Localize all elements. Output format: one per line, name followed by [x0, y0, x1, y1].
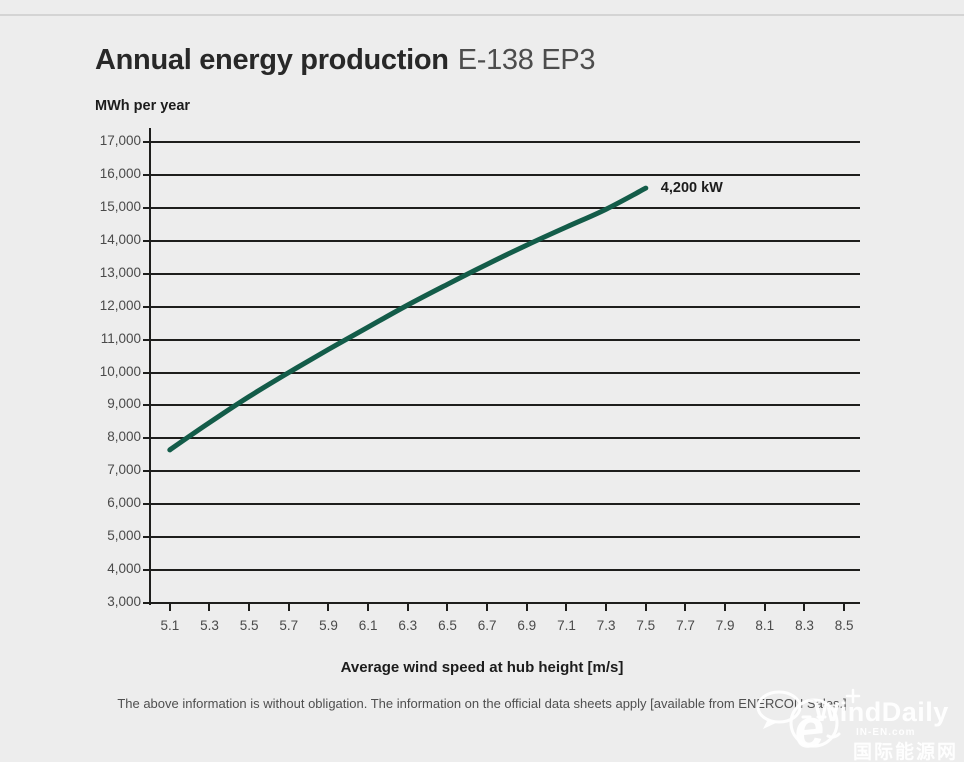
y-axis-label: 6,000 — [107, 495, 141, 511]
y-axis-tick — [143, 338, 150, 341]
watermark-brand: WindDaily — [814, 697, 949, 727]
chart-title: Annual energy production E-138 EP3 — [95, 44, 596, 77]
x-axis-label: 5.3 — [200, 618, 219, 633]
gridline — [150, 569, 860, 572]
x-axis-tick — [605, 603, 608, 611]
gridline — [150, 239, 860, 242]
x-axis-title: Average wind speed at hub height [m/s] — [340, 659, 624, 676]
y-axis-tick — [143, 239, 150, 242]
gridline — [150, 371, 860, 374]
y-axis-label: 14,000 — [99, 231, 141, 247]
x-axis-tick — [644, 603, 647, 611]
x-axis-label: 6.1 — [358, 618, 378, 633]
x-axis-tick — [367, 603, 370, 611]
y-axis-label: 8,000 — [107, 429, 141, 445]
footnote: The above information is without obligat… — [117, 696, 847, 711]
x-axis-label: 5.1 — [160, 618, 180, 633]
x-axis-tick — [486, 603, 489, 611]
y-axis-tick — [143, 272, 150, 275]
gridline — [150, 272, 860, 275]
x-axis-label: 7.5 — [636, 618, 656, 633]
x-axis-tick — [327, 603, 330, 611]
x-axis-label: 7.9 — [715, 618, 735, 633]
gridline — [150, 503, 860, 506]
chart-title-model: E-138 EP3 — [457, 44, 596, 76]
x-axis-label: 7.3 — [596, 618, 616, 633]
gridline — [150, 141, 860, 143]
x-axis-label: 6.7 — [477, 618, 497, 633]
watermark-site-chinese: 国际能源网 — [853, 742, 959, 762]
y-axis-tick — [143, 404, 150, 407]
x-axis-label: 8.5 — [834, 618, 854, 633]
x-axis-tick — [168, 603, 171, 611]
gridline — [150, 305, 860, 308]
y-axis-label: 12,000 — [99, 297, 141, 313]
gridline — [150, 338, 860, 341]
gridline — [150, 437, 860, 440]
series-label: 4,200 kW — [660, 180, 723, 197]
top-divider — [0, 14, 964, 16]
x-axis-tick — [684, 603, 687, 611]
y-axis-tick — [143, 602, 150, 604]
x-axis-label: 6.9 — [517, 618, 537, 633]
gridline — [150, 404, 860, 407]
x-axis-tick — [446, 603, 449, 611]
x-axis-tick — [565, 603, 568, 611]
x-axis-label: 8.3 — [795, 618, 814, 633]
y-axis-tick — [143, 173, 150, 176]
x-axis-tick — [843, 603, 846, 611]
x-axis-tick — [724, 603, 727, 611]
gridline — [150, 206, 860, 209]
y-axis-label: 7,000 — [107, 462, 141, 478]
chart-title-main: Annual energy production — [95, 44, 449, 76]
gridline — [150, 173, 860, 176]
y-axis-tick — [143, 569, 150, 572]
gridline — [150, 536, 860, 539]
x-axis-label: 8.1 — [755, 618, 775, 633]
y-axis-line — [149, 128, 151, 605]
x-axis-line — [150, 602, 860, 604]
x-axis-tick — [763, 603, 766, 611]
y-axis-label: 10,000 — [99, 363, 141, 379]
x-axis-label: 6.3 — [398, 618, 418, 633]
y-axis-unit-label: MWh per year — [95, 98, 191, 114]
y-axis-tick — [143, 536, 150, 539]
x-axis-tick — [248, 603, 251, 611]
x-axis-tick — [406, 603, 409, 611]
x-axis-label: 5.7 — [279, 618, 299, 633]
x-axis-label: 5.5 — [239, 618, 259, 633]
x-axis-label: 7.7 — [676, 618, 695, 633]
x-axis-tick — [525, 603, 528, 611]
y-axis-label: 9,000 — [107, 396, 141, 412]
y-axis-tick — [143, 503, 150, 506]
y-axis-label: 16,000 — [99, 165, 141, 181]
x-axis-label: 6.5 — [438, 618, 457, 633]
y-axis-label: 3,000 — [107, 594, 141, 609]
y-axis-tick — [143, 437, 150, 440]
y-axis-label: 4,000 — [107, 561, 141, 577]
chick-mascot-icon — [756, 688, 861, 748]
y-axis-label: 17,000 — [99, 133, 141, 148]
x-axis-label: 5.9 — [319, 618, 338, 633]
watermark: e WindDaily IN-EN.com 国际能源网 — [750, 680, 964, 762]
gridline — [150, 470, 860, 473]
y-axis-tick — [143, 470, 150, 473]
y-axis-label: 15,000 — [99, 198, 141, 214]
y-axis-tick — [143, 371, 150, 374]
x-axis-tick — [803, 603, 806, 611]
y-axis-label: 13,000 — [99, 264, 141, 280]
watermark-site-url: IN-EN.com — [856, 727, 916, 738]
y-axis-label: 11,000 — [100, 330, 141, 346]
y-axis-tick — [143, 206, 150, 209]
y-axis-tick — [143, 305, 150, 308]
y-axis-tick — [143, 141, 150, 143]
y-axis-label: 5,000 — [107, 528, 141, 544]
x-axis-tick — [208, 603, 211, 611]
x-axis-label: 7.1 — [557, 618, 576, 633]
x-axis-tick — [287, 603, 290, 611]
